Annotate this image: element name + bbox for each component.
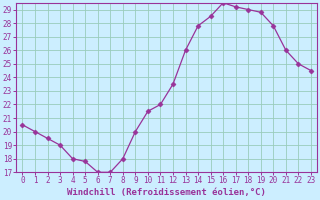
- X-axis label: Windchill (Refroidissement éolien,°C): Windchill (Refroidissement éolien,°C): [67, 188, 266, 197]
